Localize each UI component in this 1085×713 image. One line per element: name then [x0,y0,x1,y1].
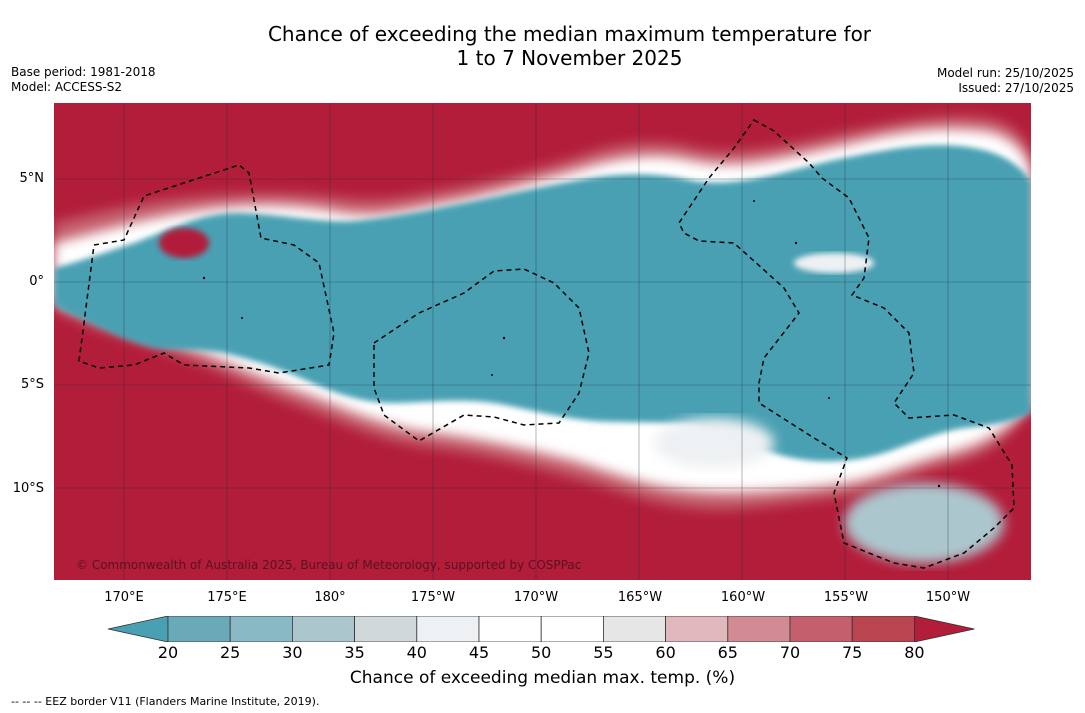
colorbar-segment [540,616,604,642]
colorbar-segment [416,616,480,642]
eez-kiribati-gilbert [78,164,335,374]
colorbar-segment [167,616,231,642]
eez-borders [78,119,1015,569]
colorbar-tick-label: 30 [282,643,303,662]
cool-light-patch-se [844,483,1004,563]
colorbar-tick-label: 25 [220,643,241,662]
lat-label-10s: 10°S [12,481,44,496]
lon-label-170w: 170°W [513,590,559,605]
forecast-map: © Commonwealth of Australia 2025, Bureau… [54,103,1031,580]
colorbar-tick-label: 60 [655,643,676,662]
lat-label-5s: 5°S [20,377,44,392]
graticule [54,103,1031,580]
island-speck [937,484,941,488]
lat-label-5n: 5°N [19,171,45,186]
colorbar-segment [229,616,293,642]
colorbar-tick-label: 35 [344,643,365,662]
map-title-line2: 1 to 7 November 2025 [456,46,683,70]
base-period: Base period: 1981-2018 [11,65,156,79]
lat-label-0: 0° [29,274,44,289]
colorbar-tick-label: 55 [593,643,614,662]
colorbar-tick-label: 65 [717,643,738,662]
model-run: Model run: 25/10/2025 [936,66,1074,80]
island-speck [241,317,243,319]
colorbar-tick-label: 50 [531,643,552,662]
eez-phoenix [373,268,590,442]
island-speck [794,241,798,245]
lon-label-180: 180° [314,590,346,605]
neutral-patch-south [654,418,774,468]
colorbar-segment [354,616,418,642]
colorbar-tick-label: 70 [779,643,801,662]
colorbar-extend-low [108,616,169,642]
map-svg [54,103,1031,580]
copyright-notice: © Commonwealth of Australia 2025, Bureau… [76,558,582,572]
colorbar-segment [665,616,729,642]
colorbar-tick-label: 75 [842,643,863,662]
issued-date: Issued: 27/10/2025 [958,81,1074,95]
cool-region [54,145,1031,462]
colorbar-segment [478,616,542,642]
colorbar-segment [789,616,853,642]
colorbar-tick-label: 80 [904,643,925,662]
island-speck [202,276,206,280]
colorbar-tick-label: 20 [157,643,179,662]
island-speck [502,336,506,340]
lon-label-160w: 160°W [720,590,766,605]
colorbar-segment [727,616,791,642]
meta-right: Model run: 25/10/2025 Issued: 27/10/2025 [937,66,1074,96]
warm-patch-west [159,228,209,258]
island-speck [828,397,830,399]
colorbar-segment [602,616,666,642]
model-name: Model: ACCESS-S2 [11,80,123,94]
eez-line-islands [678,119,1015,569]
colorbar-title: Chance of exceeding median max. temp. (%… [349,668,736,688]
meta-left: Base period: 1981-2018 Model: ACCESS-S2 [11,65,156,95]
lon-label-150w: 150°W [925,590,971,605]
colorbar-segment [291,616,355,642]
lon-label-155w: 155°W [823,590,869,605]
eez-footer-note: -- -- -- EEZ border V11 (Flanders Marine… [11,695,320,708]
islands [202,200,941,488]
island-speck [753,200,755,202]
neutral-patch-east [794,253,874,273]
lon-label-165w: 165°W [617,590,663,605]
lon-label-175e: 175°E [207,590,247,605]
colorbar-segment [851,616,915,642]
colorbar [108,616,975,642]
colorbar-tick-label: 45 [468,643,490,662]
lon-label-170e: 170°E [104,590,144,605]
island-speck [491,374,493,376]
map-title-line1: Chance of exceeding the median maximum t… [267,22,872,46]
lon-label-175w: 175°W [410,590,456,605]
colorbar-tick-label: 40 [406,643,427,662]
colorbar-extend-high [914,616,975,642]
